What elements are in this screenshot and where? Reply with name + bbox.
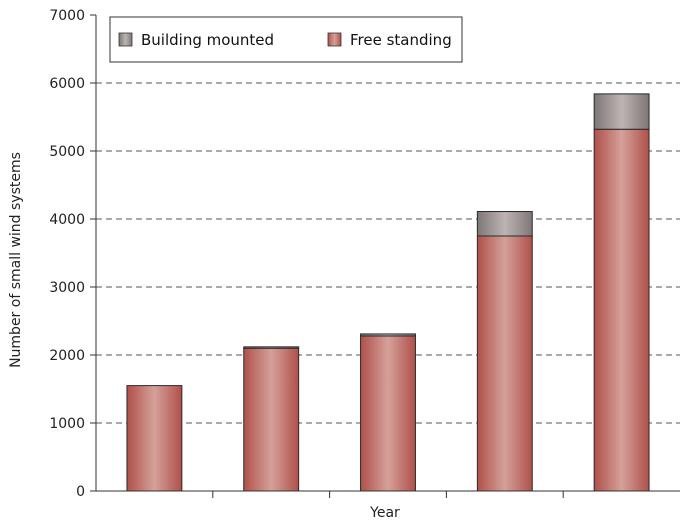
bar-building-mounted bbox=[593, 93, 650, 130]
y-ticks: 0 1000 2000 3000 4000 5000 6000 7000 bbox=[49, 8, 96, 500]
legend-swatch-building-mounted bbox=[118, 32, 133, 47]
bar-free-standing bbox=[126, 385, 183, 492]
y-tick-label: 1000 bbox=[49, 416, 85, 432]
x-ticks bbox=[212, 491, 564, 498]
y-tick-label: 5000 bbox=[49, 144, 85, 160]
legend-label-free-standing: Free standing bbox=[350, 31, 452, 49]
bar-building-mounted bbox=[476, 211, 533, 237]
legend-label-building-mounted: Building mounted bbox=[141, 31, 274, 49]
legend-box bbox=[109, 16, 463, 63]
bar-free-standing bbox=[243, 347, 300, 492]
y-tick-label: 2000 bbox=[49, 348, 85, 364]
bar-free-standing bbox=[593, 128, 650, 492]
y-tick-label: 7000 bbox=[49, 8, 85, 24]
y-tick-label: 4000 bbox=[49, 212, 85, 228]
y-axis-title: Number of small wind systems bbox=[8, 152, 24, 368]
legend-swatch-free-standing bbox=[327, 32, 342, 47]
legend: Building mounted Free standing bbox=[109, 16, 463, 63]
y-tick-label: 3000 bbox=[49, 280, 85, 296]
y-tick-label: 0 bbox=[76, 484, 85, 500]
bar-building-mounted bbox=[360, 333, 416, 337]
y-tick-label: 6000 bbox=[49, 76, 85, 92]
bars bbox=[126, 93, 650, 492]
x-axis-title: Year bbox=[369, 505, 400, 521]
bar-free-standing bbox=[360, 335, 416, 492]
axes bbox=[95, 15, 680, 492]
bar-free-standing bbox=[476, 235, 533, 492]
bar-building-mounted bbox=[243, 346, 300, 349]
